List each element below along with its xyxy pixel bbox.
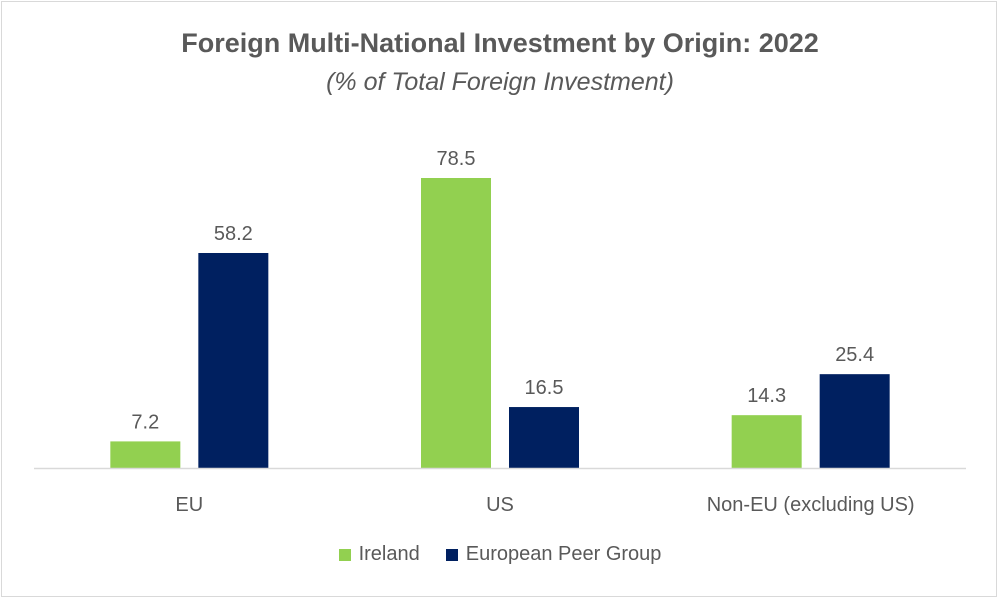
data-label-ireland-0: 7.2 xyxy=(131,411,159,433)
bar-ireland-1 xyxy=(421,178,491,468)
bar-peer-group-0 xyxy=(198,252,269,468)
category-label-2: Non-EU (excluding US) xyxy=(707,494,915,516)
legend: Ireland European Peer Group xyxy=(0,543,1000,566)
data-label-ireland-2: 14.3 xyxy=(747,385,786,407)
legend-swatch-ireland xyxy=(338,548,351,561)
legend-swatch-peer-group xyxy=(445,548,458,561)
category-label-0: EU xyxy=(175,494,203,516)
data-label-ireland-1: 78.5 xyxy=(437,148,476,170)
bar-ireland-0 xyxy=(110,441,181,468)
chart-title: Foreign Multi-National Investment by Ori… xyxy=(181,28,819,58)
legend-label-peer-group: European Peer Group xyxy=(465,543,662,565)
chart-subtitle: (% of Total Foreign Investment) xyxy=(326,68,674,96)
bar-peer-group-2 xyxy=(819,374,890,468)
data-label-peer-group-1: 16.5 xyxy=(525,377,564,399)
data-label-peer-group-2: 25.4 xyxy=(835,344,874,366)
category-label-1: US xyxy=(486,494,514,516)
legend-label-ireland: Ireland xyxy=(358,543,420,565)
bar-peer-group-1 xyxy=(509,407,579,468)
legend-item-ireland: Ireland xyxy=(338,543,420,566)
data-label-peer-group-0: 58.2 xyxy=(214,223,253,245)
bar-ireland-2 xyxy=(731,415,802,468)
legend-item-peer-group: European Peer Group xyxy=(445,543,662,566)
